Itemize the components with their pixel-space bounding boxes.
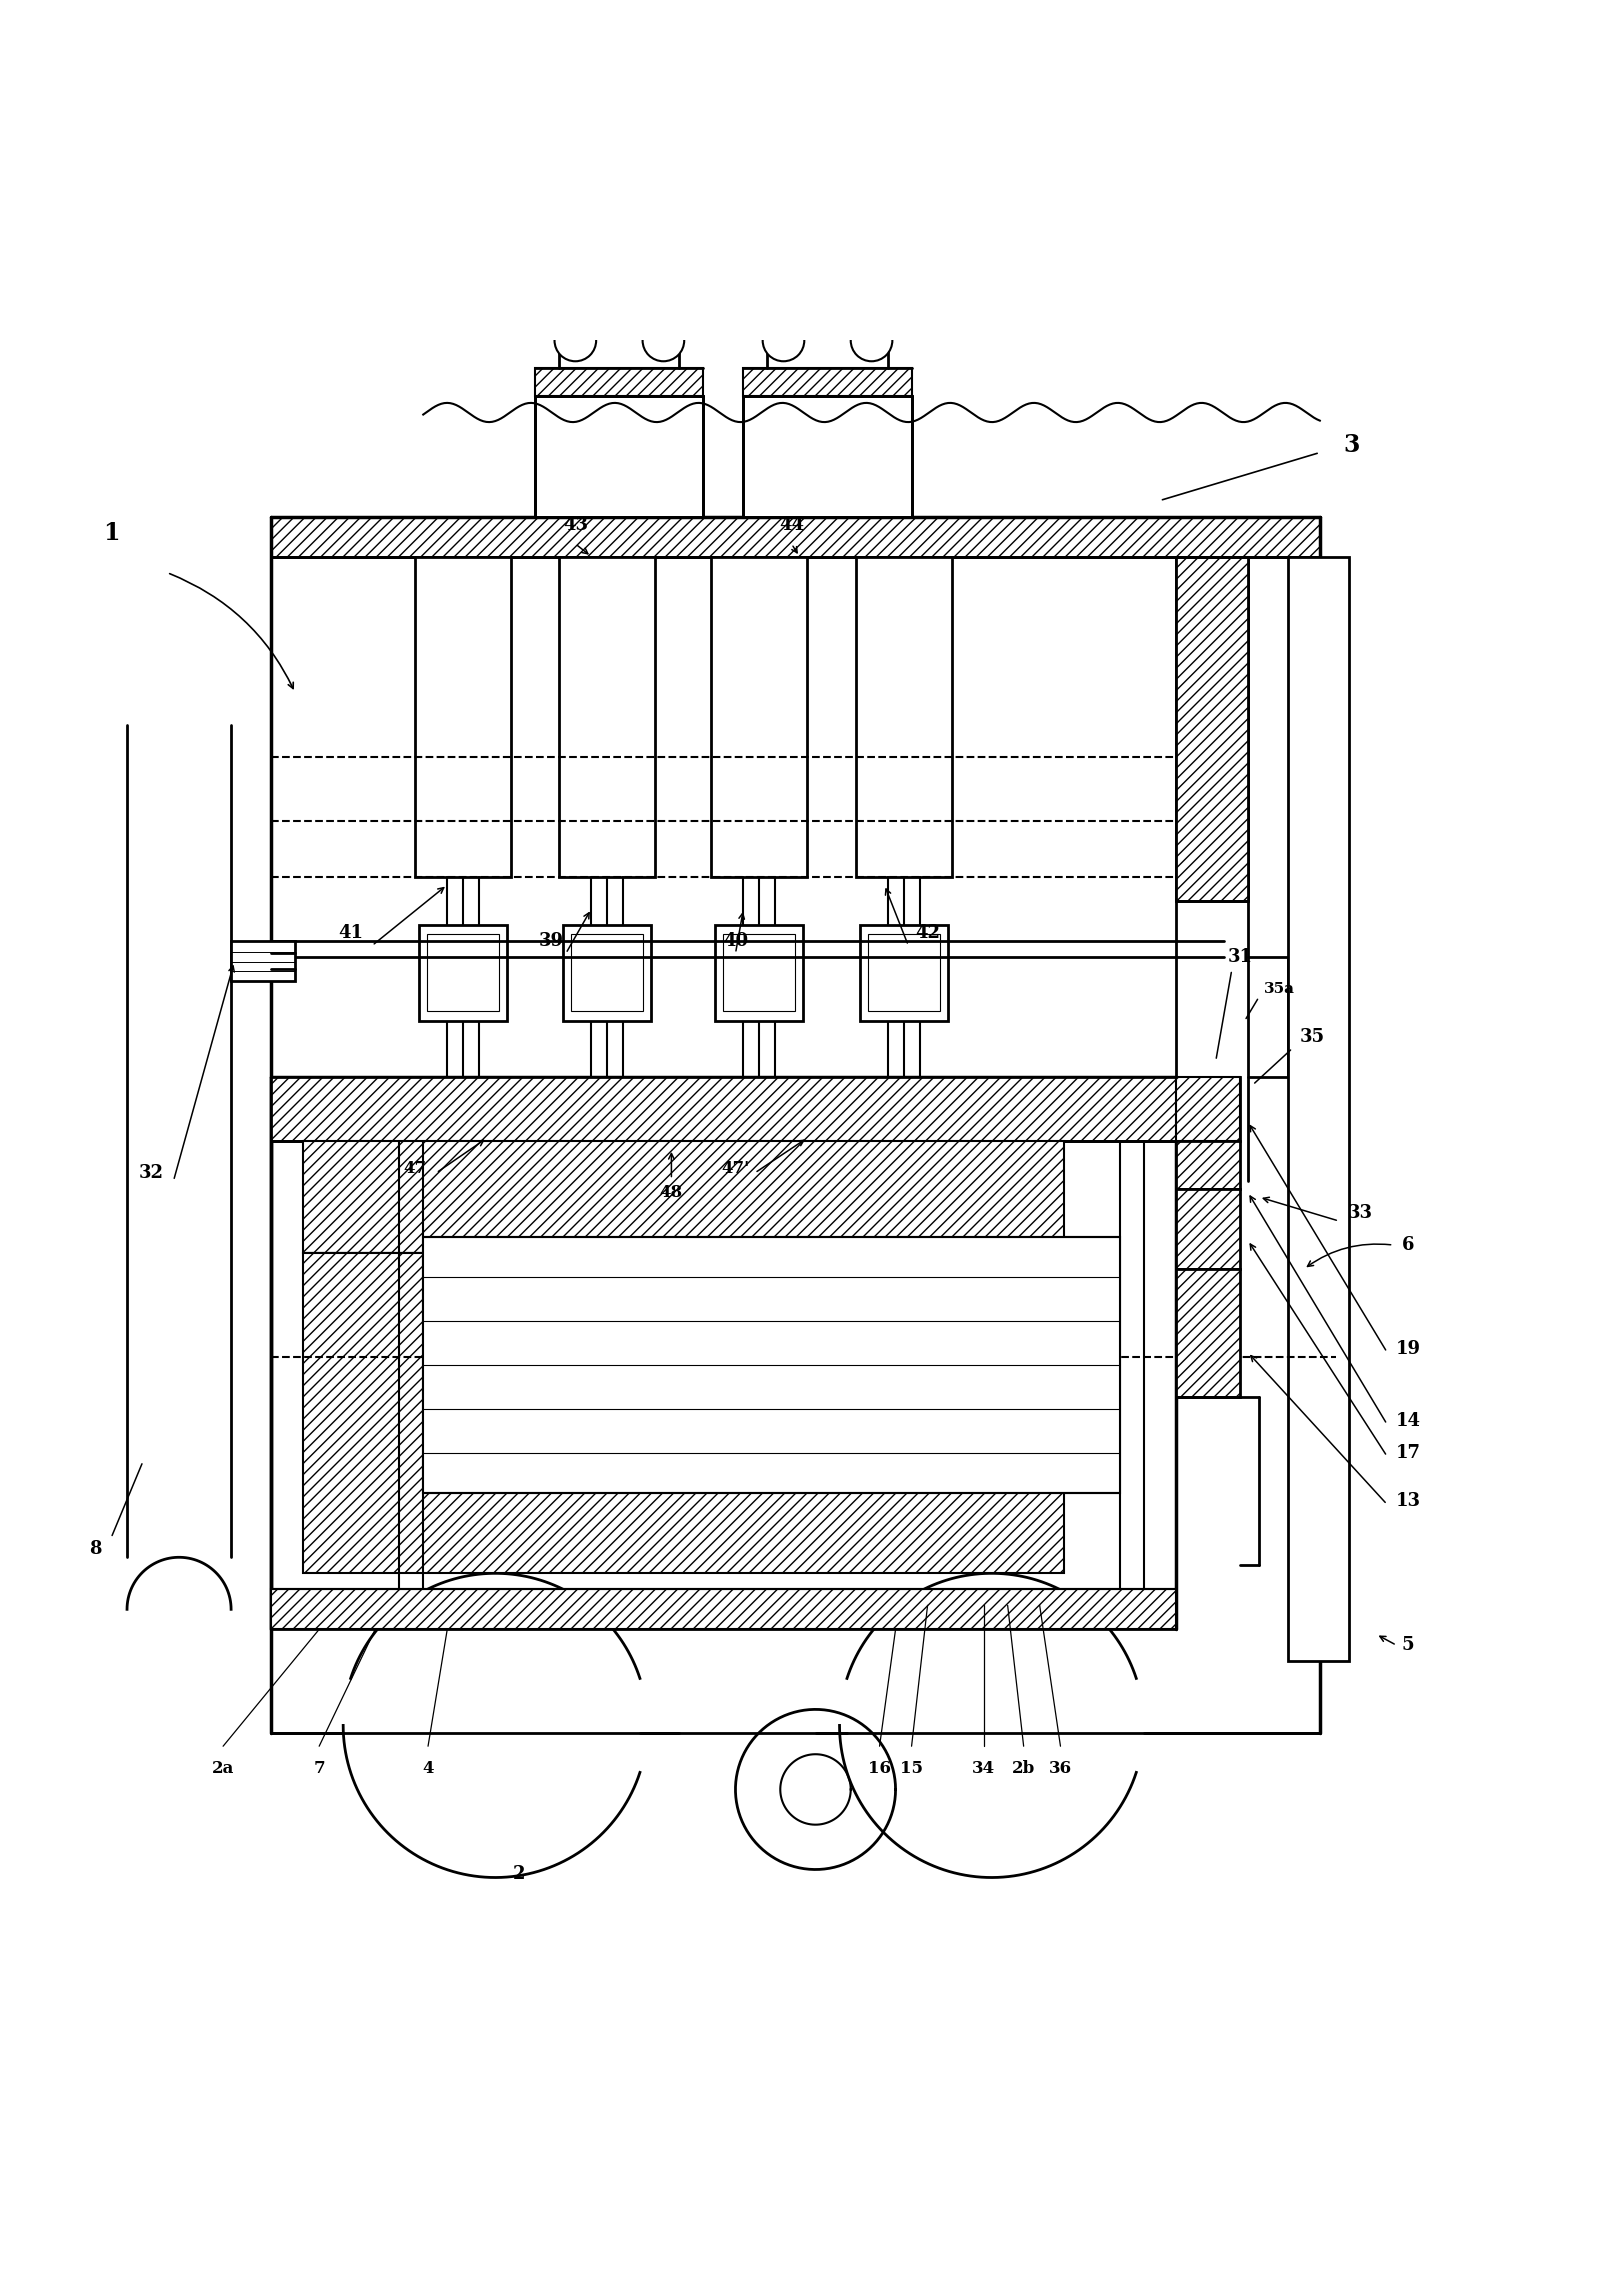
Text: 31: 31	[1227, 947, 1251, 965]
Bar	[715, 924, 804, 1020]
Bar	[1175, 557, 1248, 901]
Bar	[303, 1141, 1064, 1253]
Bar	[231, 940, 295, 981]
Text: 39: 39	[539, 931, 563, 949]
Text: 1: 1	[103, 520, 119, 545]
Text: 8: 8	[89, 1540, 102, 1559]
Bar	[723, 933, 796, 1011]
Bar	[712, 557, 807, 876]
Text: 15: 15	[899, 1759, 923, 1778]
Bar	[1175, 1077, 1240, 1141]
Bar	[1175, 1269, 1240, 1397]
Text: 44: 44	[778, 516, 804, 534]
Bar	[1175, 1141, 1240, 1189]
Circle shape	[554, 319, 596, 361]
Bar	[1175, 1189, 1240, 1269]
Text: 2a: 2a	[211, 1759, 234, 1778]
Text: 41: 41	[339, 924, 363, 942]
Bar	[271, 1077, 1175, 1141]
Bar	[742, 397, 910, 516]
Bar	[271, 1588, 1175, 1629]
Text: 2: 2	[513, 1864, 525, 1883]
Text: 35a: 35a	[1264, 981, 1294, 995]
Text: 19: 19	[1394, 1340, 1420, 1358]
Text: 47: 47	[404, 1159, 426, 1178]
Text: 3: 3	[1343, 434, 1359, 456]
Bar	[859, 924, 947, 1020]
Bar	[534, 367, 704, 397]
Circle shape	[762, 319, 804, 361]
Bar	[415, 557, 512, 876]
Bar	[867, 933, 939, 1011]
Bar	[558, 557, 655, 876]
Bar	[571, 933, 642, 1011]
Bar	[1175, 1077, 1240, 1141]
Text: 4: 4	[421, 1759, 434, 1778]
Text: 7: 7	[313, 1759, 324, 1778]
Text: 32: 32	[139, 1164, 163, 1182]
Text: 6: 6	[1401, 1237, 1414, 1255]
Text: 33: 33	[1346, 1205, 1372, 1223]
Bar	[423, 1237, 1119, 1492]
Text: 14: 14	[1394, 1413, 1420, 1431]
Text: 34: 34	[972, 1759, 994, 1778]
Text: 16: 16	[867, 1759, 891, 1778]
Text: 47': 47'	[721, 1159, 749, 1178]
Bar	[271, 516, 1319, 557]
Text: 35: 35	[1299, 1027, 1323, 1045]
Bar	[303, 1253, 1064, 1572]
Text: 36: 36	[1047, 1759, 1072, 1778]
Text: 43: 43	[563, 516, 587, 534]
Text: 48: 48	[660, 1184, 683, 1200]
Bar	[1286, 557, 1348, 1661]
Bar	[855, 557, 951, 876]
Bar	[534, 397, 704, 516]
Text: 17: 17	[1394, 1445, 1420, 1463]
Text: 2b: 2b	[1012, 1759, 1035, 1778]
Bar	[420, 924, 507, 1020]
Text: 13: 13	[1394, 1492, 1420, 1511]
Circle shape	[642, 319, 684, 361]
Bar	[428, 933, 499, 1011]
Text: 40: 40	[723, 931, 747, 949]
Bar	[563, 924, 650, 1020]
Text: 5: 5	[1401, 1636, 1414, 1654]
Circle shape	[851, 319, 893, 361]
Text: 42: 42	[915, 924, 939, 942]
Bar	[742, 367, 910, 397]
